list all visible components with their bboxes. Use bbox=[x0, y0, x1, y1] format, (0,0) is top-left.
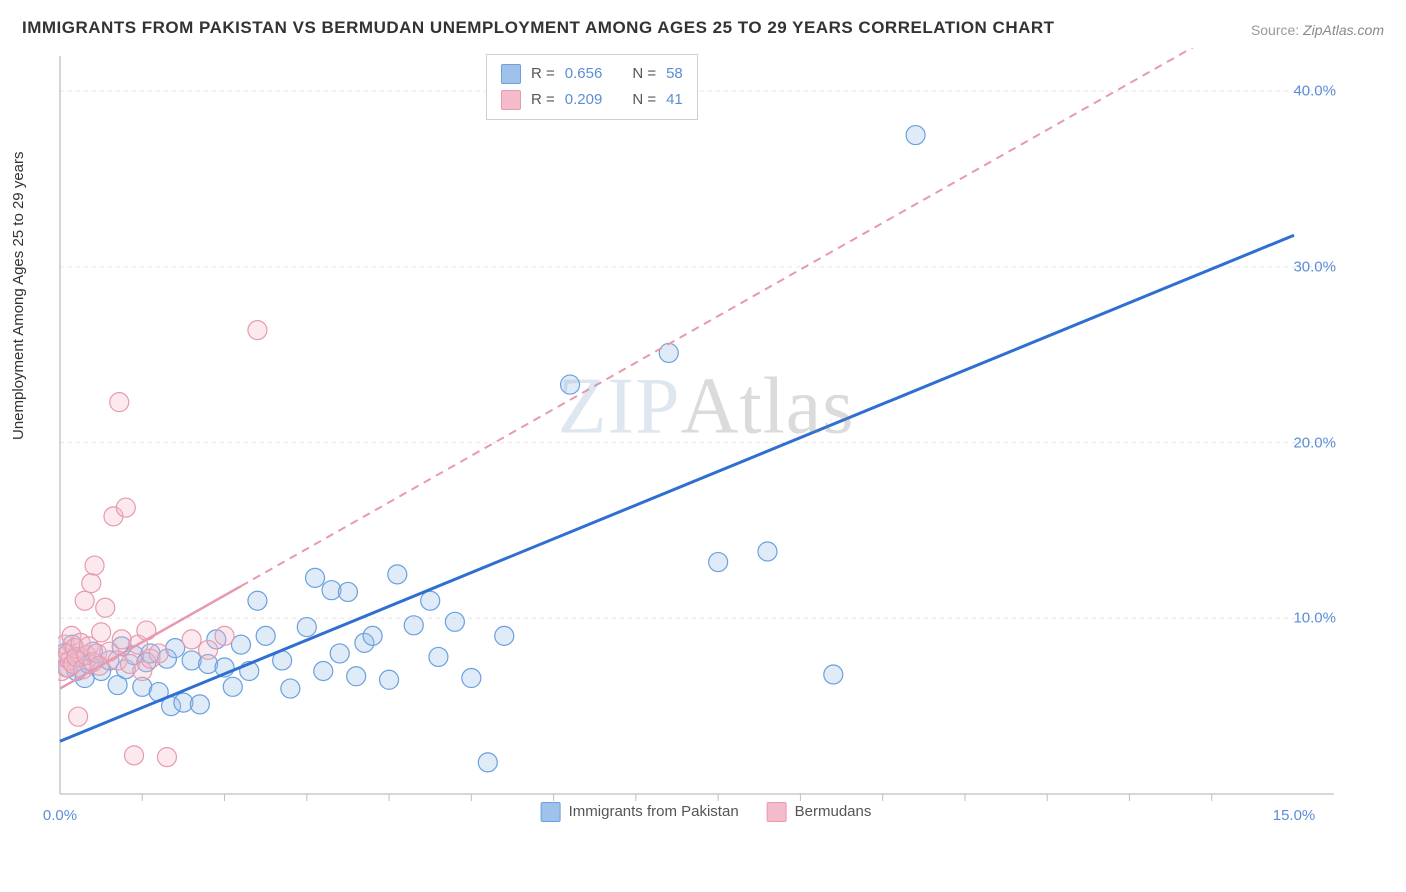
legend-item: Immigrants from Pakistan bbox=[541, 802, 739, 822]
legend-label: Immigrants from Pakistan bbox=[569, 803, 739, 820]
legend-swatch bbox=[767, 802, 787, 822]
n-value: 41 bbox=[666, 87, 683, 113]
legend-item: Bermudans bbox=[767, 802, 872, 822]
chart-title: IMMIGRANTS FROM PAKISTAN VS BERMUDAN UNE… bbox=[22, 18, 1055, 38]
y-axis-label: Unemployment Among Ages 25 to 29 years bbox=[10, 151, 27, 440]
source-attribution: Source: ZipAtlas.com bbox=[1251, 22, 1384, 38]
stats-row: R = 0.209 N = 41 bbox=[501, 87, 683, 113]
y-tick-label: 30.0% bbox=[1293, 258, 1336, 275]
chart-plot-area: ZIPAtlas R =0.656N =58R =0.209N =41 10.0… bbox=[58, 48, 1354, 828]
n-value: 58 bbox=[666, 61, 683, 87]
source-name: ZipAtlas.com bbox=[1303, 22, 1384, 38]
series-swatch bbox=[501, 90, 521, 110]
n-label: N = bbox=[632, 87, 656, 113]
scatter-svg bbox=[58, 48, 1354, 828]
series-swatch bbox=[501, 64, 521, 84]
x-tick-label: 0.0% bbox=[43, 807, 77, 824]
x-tick-label: 15.0% bbox=[1273, 807, 1316, 824]
correlation-stats-box: R = 0.656 N = 58 R = 0.209 N = 41 bbox=[486, 54, 698, 120]
n-label: N = bbox=[632, 61, 656, 87]
y-tick-label: 20.0% bbox=[1293, 434, 1336, 451]
legend-swatch bbox=[541, 802, 561, 822]
r-label: R = bbox=[531, 61, 555, 87]
bottom-legend: Immigrants from Pakistan Bermudans bbox=[541, 802, 872, 822]
stats-row: R = 0.656 N = 58 bbox=[501, 61, 683, 87]
y-tick-label: 40.0% bbox=[1293, 83, 1336, 100]
source-prefix: Source: bbox=[1251, 22, 1303, 38]
legend-label: Bermudans bbox=[795, 803, 872, 820]
r-value: 0.656 bbox=[565, 61, 603, 87]
r-value: 0.209 bbox=[565, 87, 603, 113]
r-label: R = bbox=[531, 87, 555, 113]
y-tick-label: 10.0% bbox=[1293, 610, 1336, 627]
